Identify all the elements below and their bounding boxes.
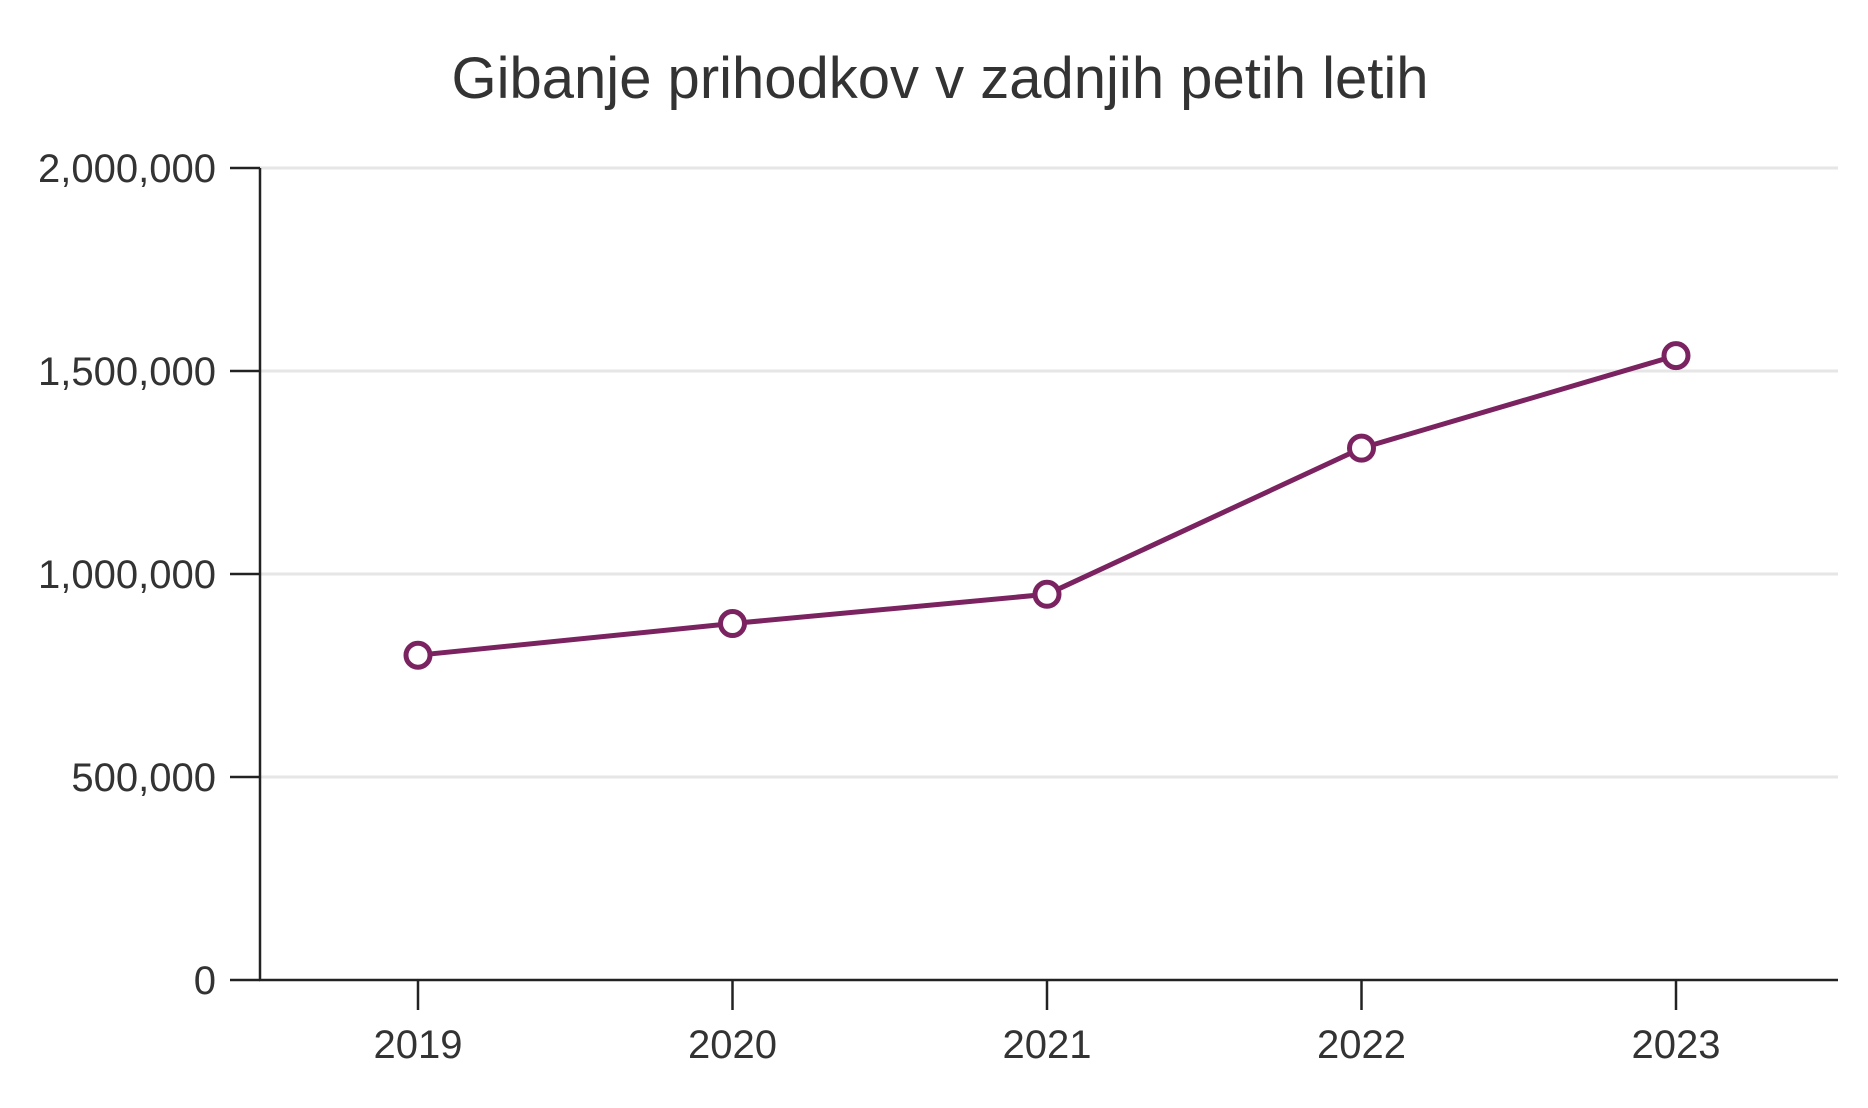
x-tick-label: 2021 <box>1003 1023 1092 1067</box>
y-tick-label: 500,000 <box>71 756 216 800</box>
data-point-2021 <box>1032 579 1062 609</box>
x-tick-label: 2019 <box>374 1023 463 1067</box>
data-point-2020 <box>718 609 747 639</box>
data-point-2019 <box>403 640 433 670</box>
data-point-2023 <box>1661 341 1691 371</box>
x-tick-label: 2023 <box>1632 1023 1721 1067</box>
y-tick-label: 1,500,000 <box>38 350 216 394</box>
x-tick-label: 2022 <box>1317 1023 1406 1067</box>
data-point-2022 <box>1347 433 1376 463</box>
series-layer <box>403 341 1691 670</box>
series-line-0 <box>415 353 1679 658</box>
tick-labels: 0 500,000 1,000,000 1,500,000 2,000,000 2019 2… <box>38 147 1720 1067</box>
y-tick-label: 2,000,000 <box>38 147 216 191</box>
grid-lines <box>260 166 1838 779</box>
y-tick-label: 1,000,000 <box>38 553 216 597</box>
axes <box>230 166 1838 1010</box>
x-tick-label: 2020 <box>688 1023 777 1067</box>
chart-title: Gibanje prihodkov v zadnjih petih letih <box>452 46 1429 111</box>
y-tick-label: 0 <box>194 959 216 1003</box>
